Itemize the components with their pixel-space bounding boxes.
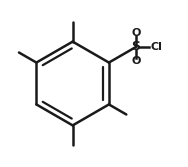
Text: Cl: Cl: [151, 42, 163, 52]
Text: O: O: [131, 28, 141, 38]
Text: S: S: [132, 40, 141, 53]
Text: O: O: [131, 56, 141, 66]
